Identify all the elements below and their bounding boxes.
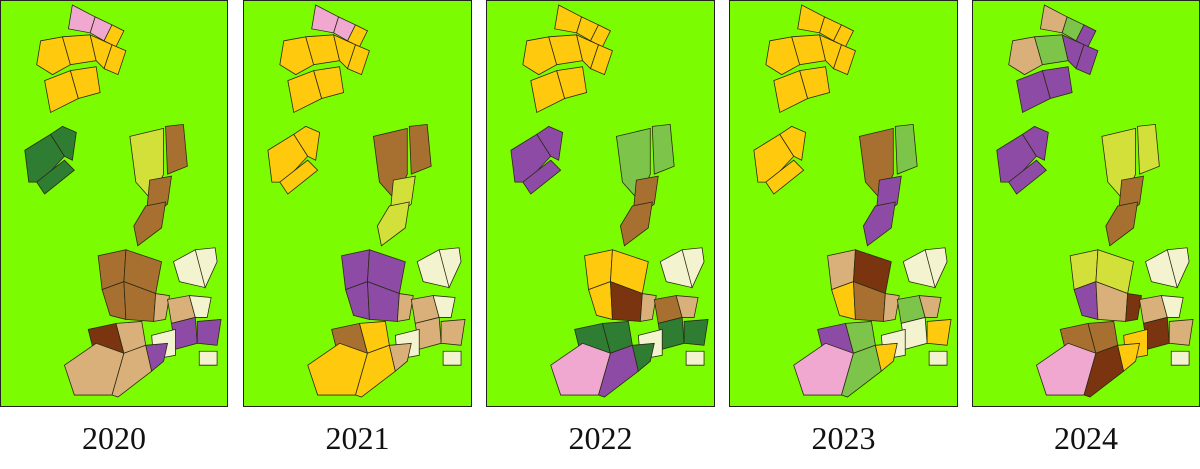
field-parcel [50,125,77,161]
field-parcel [928,350,948,366]
field-parcel [1105,201,1139,247]
field-parcel [293,125,321,161]
field-parcel [799,66,831,100]
field-parcel [882,293,900,322]
field-parcel [894,123,918,175]
field-parcel [188,295,212,318]
year-label-2023: 2023 [811,420,876,456]
field-parcel [765,36,801,76]
field-parcel [440,318,466,346]
field-parcel [1170,350,1190,366]
map-panel-2022 [486,0,715,407]
field-parcel [1008,159,1047,195]
year-label-2022: 2022 [568,420,633,456]
parcel-map-2021 [244,1,471,406]
field-parcel [408,123,432,175]
field-parcel [36,36,71,76]
field-parcel [683,318,709,346]
year-label-2020: 2020 [82,420,146,456]
field-parcel [598,344,639,398]
field-parcel [153,293,170,322]
field-parcel [862,201,896,247]
field-parcel [133,201,167,247]
field-parcel [1168,318,1194,346]
field-parcel [918,295,942,318]
field-parcel [1160,295,1184,318]
field-parcel [1008,36,1043,76]
field-parcel [198,350,218,366]
field-parcel [1125,293,1142,322]
field-parcel [1075,44,1099,76]
year-label-2021: 2021 [325,420,390,456]
field-parcel [438,247,462,289]
field-parcel [522,36,558,76]
field-parcel [765,159,805,195]
field-parcel [396,293,414,322]
field-parcel [675,295,699,318]
field-parcel [1041,66,1073,100]
field-parcel [685,350,705,366]
field-parcel [926,318,952,346]
field-parcel [631,342,655,372]
map-panel-2023 [729,0,958,407]
year-label-2024: 2024 [1054,420,1118,456]
parcel-map-2023 [730,1,957,406]
field-parcel [874,342,898,372]
map-panel-2021 [243,0,472,407]
field-parcel [165,123,188,175]
field-parcel [111,344,153,398]
field-parcel [681,247,705,289]
field-parcel [779,125,807,161]
field-parcel [355,344,396,398]
parcel-map-2022 [487,1,714,406]
field-parcel [36,159,75,195]
field-parcel [432,295,456,318]
field-parcel [833,44,856,76]
field-parcel [103,44,127,76]
field-parcel [442,350,462,366]
field-parcel [841,344,882,398]
field-parcel [651,123,675,175]
field-parcel [1022,125,1049,161]
field-parcel [536,125,564,161]
field-parcel [556,66,588,100]
field-parcel [69,66,101,100]
field-parcel [196,318,222,346]
field-parcel [279,36,315,76]
field-parcel [376,201,410,247]
field-parcel [924,247,948,289]
field-parcel [590,44,613,76]
field-parcel [522,159,562,195]
field-parcel [1137,123,1160,175]
field-parcel [313,66,345,100]
field-parcel [639,293,657,322]
field-parcel [1083,344,1125,398]
field-parcel [388,342,412,372]
parcel-map-2024 [973,1,1199,406]
field-parcel [619,201,653,247]
parcel-map-2020 [1,1,227,406]
field-parcel [1166,247,1190,289]
field-parcel [279,159,319,195]
map-panel-2020 [0,0,228,407]
field-parcel [145,342,169,372]
field-parcel [1117,342,1141,372]
field-parcel [347,44,370,76]
map-panel-2024 [972,0,1200,407]
field-parcel [194,247,218,289]
